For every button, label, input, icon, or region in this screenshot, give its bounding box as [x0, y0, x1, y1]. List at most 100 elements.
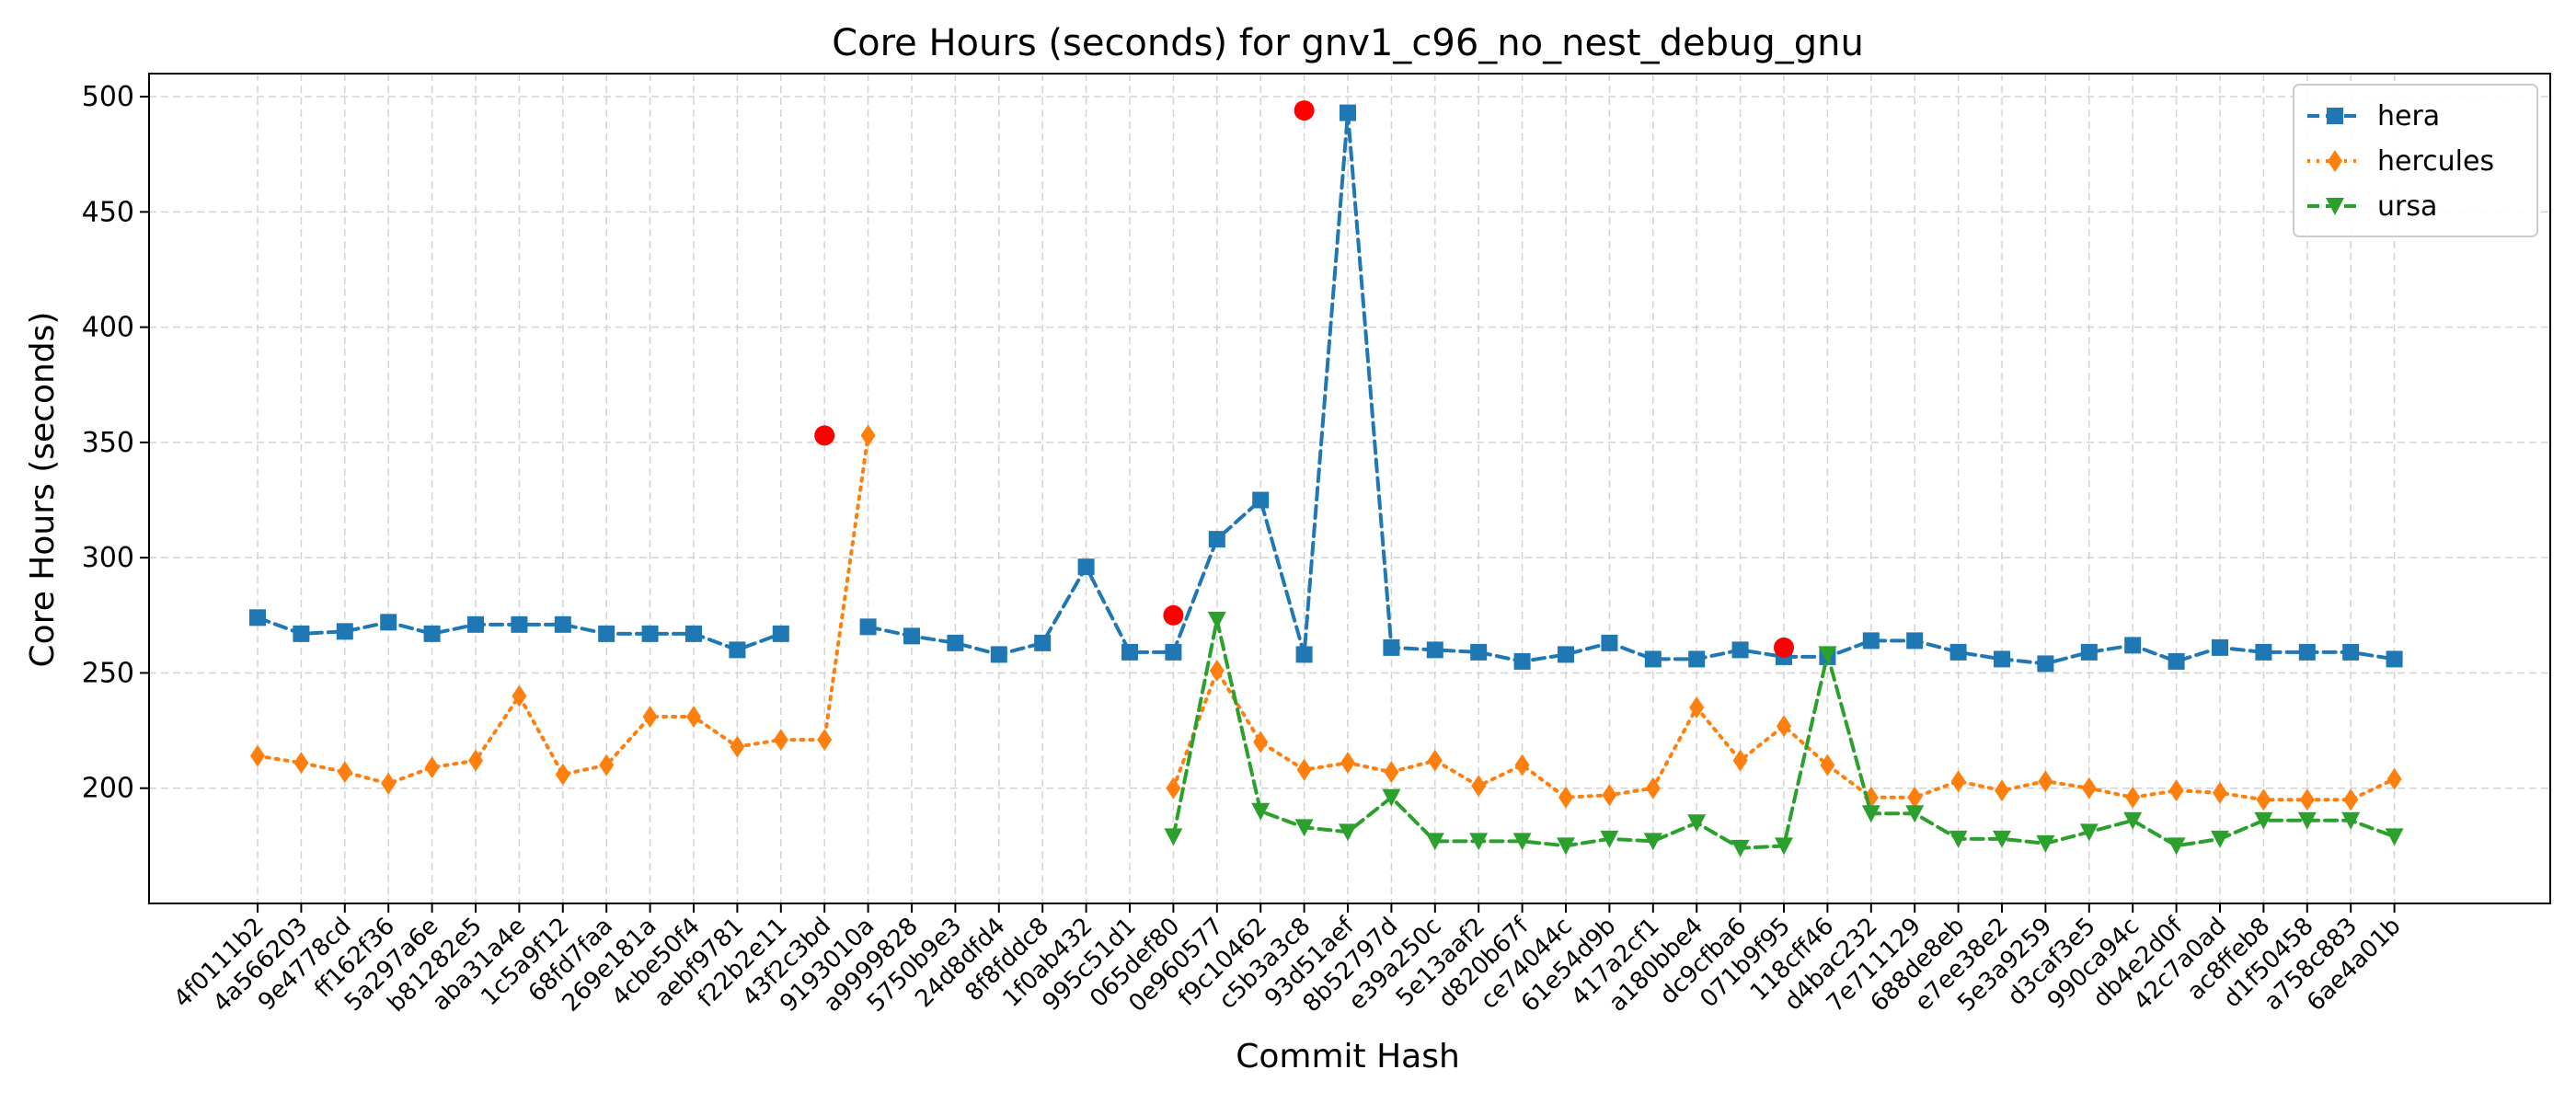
series-ursa: [1164, 611, 2404, 857]
data-point-hera: [2080, 643, 2098, 661]
data-point-ursa: [1164, 828, 1183, 846]
legend-label-ursa: ursa: [2377, 190, 2437, 223]
data-point-hercules: [1602, 784, 1617, 807]
data-point-ursa: [1949, 830, 1968, 848]
data-point-hercules: [2386, 767, 2402, 790]
data-point-ursa: [1861, 805, 1880, 823]
highlight-point: [1294, 100, 1315, 121]
data-point-hercules: [555, 763, 570, 786]
y-axis: 200 250 300 350 400 450 500: [82, 81, 149, 805]
data-point-ursa: [2211, 830, 2229, 848]
data-point-hera: [1644, 650, 1662, 668]
y-tick-label: 450: [82, 196, 134, 228]
data-point-hera: [2212, 638, 2228, 656]
series-line-hercules: [256, 433, 870, 786]
data-point-hera: [1470, 643, 1488, 661]
data-point-hera: [1426, 641, 1443, 659]
data-point-hera: [380, 614, 397, 631]
data-point-hera: [641, 625, 659, 642]
series-hercules: [250, 424, 2402, 811]
data-point-ursa: [1512, 833, 1532, 851]
chart-title: Core Hours (seconds) for gnv1_c96_no_nes…: [832, 22, 1864, 64]
data-point-hercules: [250, 744, 265, 767]
data-point-hera: [249, 609, 266, 627]
data-point-ursa: [1425, 833, 1444, 851]
data-point-hercules: [2168, 779, 2184, 802]
data-point-hera: [990, 646, 1007, 663]
series-layer: [249, 104, 2404, 857]
data-point-hercules: [599, 753, 615, 776]
data-point-hera: [1949, 643, 1967, 661]
data-point-hercules: [337, 761, 352, 784]
data-point-ursa: [2167, 837, 2186, 856]
data-point-ursa: [1993, 830, 2011, 848]
legend-label-hera: hera: [2377, 100, 2440, 132]
data-point-hercules: [1253, 730, 1269, 753]
legend-marker-hercules: [2328, 150, 2342, 172]
data-point-hera: [1295, 646, 1313, 663]
data-point-hera: [1340, 104, 1356, 121]
data-point-hercules: [1995, 779, 2009, 802]
legend: hera hercules ursa: [2293, 84, 2538, 237]
data-point-hera: [2255, 643, 2272, 661]
data-point-hera: [1034, 634, 1052, 651]
data-point-ursa: [1643, 833, 1662, 851]
data-point-ursa: [2123, 811, 2143, 830]
data-point-hercules: [2038, 770, 2053, 793]
highlight-point: [1163, 604, 1184, 626]
data-point-hercules: [1907, 786, 1923, 809]
legend-box: [2293, 84, 2538, 237]
data-point-hercules: [424, 756, 440, 779]
data-point-hera: [1208, 531, 1225, 548]
data-point-hercules: [512, 684, 527, 707]
data-point-hera: [423, 625, 441, 642]
data-point-ursa: [2079, 823, 2099, 842]
y-tick-label: 350: [82, 427, 134, 459]
data-point-hercules: [2125, 786, 2141, 809]
data-point-hera: [1558, 646, 1574, 663]
data-point-hera: [336, 623, 353, 640]
data-point-hercules: [2299, 788, 2315, 811]
data-point-ursa: [1687, 814, 1707, 833]
y-axis-label: Core Hours (seconds): [24, 312, 62, 668]
data-point-ursa: [1600, 830, 1619, 848]
highlight-point: [814, 425, 835, 446]
data-point-hera: [1383, 638, 1400, 656]
legend-label-hercules: hercules: [2377, 145, 2494, 178]
data-point-hera: [1906, 632, 1924, 650]
data-point-hera: [1688, 650, 1706, 668]
data-point-hercules: [642, 706, 658, 729]
x-axis-label: Commit Hash: [1236, 1038, 1460, 1075]
data-point-ursa: [1251, 802, 1271, 821]
data-point-hercules: [860, 424, 876, 447]
data-point-hera: [511, 615, 528, 633]
y-tick-label: 200: [82, 773, 134, 805]
data-point-hera: [554, 615, 571, 633]
data-point-hera: [2037, 655, 2054, 673]
data-point-hercules: [686, 706, 701, 729]
y-tick-label: 400: [82, 312, 134, 344]
data-point-hercules: [1166, 776, 1181, 799]
y-tick-label: 250: [82, 657, 134, 689]
data-point-hercules: [2081, 776, 2097, 799]
data-point-hercules: [1340, 752, 1355, 775]
series-line-hercules: [1171, 666, 2397, 802]
data-point-hera: [729, 641, 746, 659]
data-point-ursa: [1294, 819, 1314, 837]
data-point-hercules: [1689, 696, 1705, 719]
data-point-hera: [598, 625, 615, 642]
data-point-ursa: [1818, 646, 1837, 664]
data-point-hercules: [468, 749, 483, 772]
data-point-hera: [2386, 650, 2403, 668]
data-point-hercules: [730, 735, 745, 758]
series-line-hera: [866, 112, 2397, 666]
data-point-hercules: [2343, 788, 2359, 811]
data-point-hera: [1601, 634, 1618, 651]
data-point-hera: [1731, 641, 1749, 659]
highlight-layer: [814, 100, 1794, 658]
data-point-hercules: [1820, 753, 1835, 776]
data-point-ursa: [1731, 839, 1750, 857]
plot-frame: [148, 73, 2551, 904]
legend-marker-hera: [2327, 108, 2343, 124]
